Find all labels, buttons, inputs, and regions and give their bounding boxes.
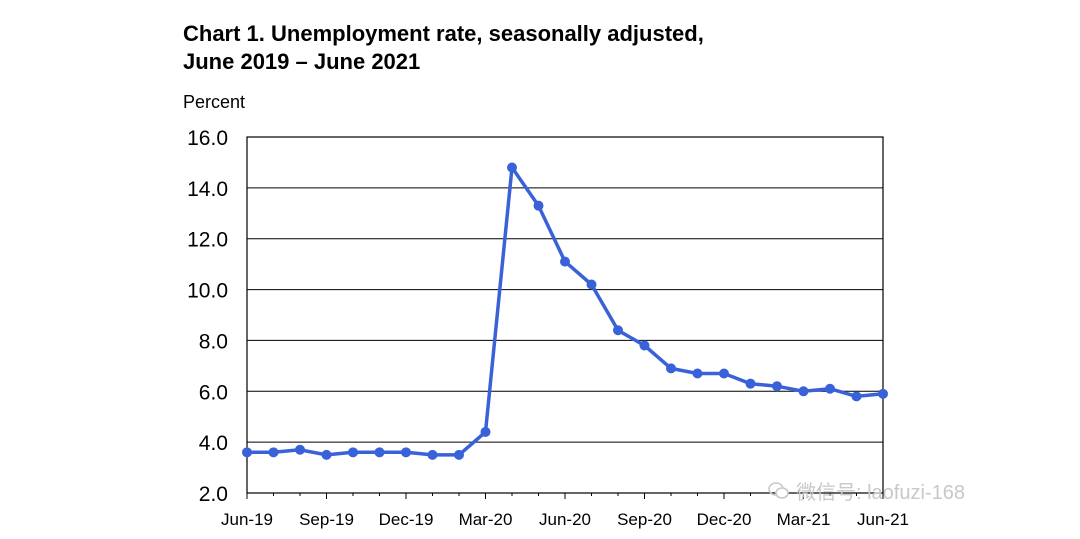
data-point bbox=[613, 325, 623, 336]
y-tick-label: 14.0 bbox=[187, 178, 228, 201]
data-point bbox=[745, 378, 756, 389]
x-tick-label: Jun-19 bbox=[221, 510, 273, 529]
x-tick-label: Sep-19 bbox=[299, 510, 354, 529]
x-tick-label: Dec-19 bbox=[379, 510, 434, 529]
data-point bbox=[348, 447, 358, 458]
data-point bbox=[878, 388, 888, 399]
y-tick-label: 8.0 bbox=[199, 330, 228, 353]
data-point bbox=[825, 383, 835, 394]
chart-title-line-1: Chart 1. Unemployment rate, seasonally a… bbox=[183, 21, 704, 46]
data-point bbox=[798, 386, 809, 397]
y-tick-label: 12.0 bbox=[187, 229, 228, 252]
data-point bbox=[454, 449, 464, 460]
x-tick-label: Sep-20 bbox=[617, 510, 672, 529]
watermark-text: 微信号: laofuzi-168 bbox=[796, 482, 965, 504]
data-point bbox=[480, 426, 491, 437]
data-point bbox=[772, 381, 782, 392]
data-point bbox=[586, 279, 597, 290]
data-point bbox=[242, 447, 252, 458]
y-tick-label: 10.0 bbox=[187, 280, 228, 303]
data-point bbox=[533, 200, 544, 211]
y-tick-label: 6.0 bbox=[199, 381, 228, 404]
data-point bbox=[692, 368, 703, 379]
data-point bbox=[427, 449, 438, 460]
x-tick-label: Mar-21 bbox=[777, 510, 831, 529]
plot-border bbox=[246, 136, 884, 494]
chart-title-line-2: June 2019 – June 2021 bbox=[183, 49, 421, 74]
data-point bbox=[401, 447, 411, 458]
watermark: 微信号: laofuzi-168 bbox=[768, 476, 965, 505]
data-point bbox=[321, 449, 332, 460]
x-tick-label: Jun-21 bbox=[857, 510, 909, 529]
y-tick-label: 16.0 bbox=[187, 127, 228, 150]
y-axis-label: Percent bbox=[183, 92, 246, 112]
y-tick-label: 4.0 bbox=[199, 432, 228, 455]
x-tick-label: Dec-20 bbox=[697, 510, 752, 529]
data-point bbox=[851, 391, 862, 402]
data-point bbox=[374, 447, 385, 458]
data-point bbox=[639, 340, 650, 351]
wechat-icon bbox=[768, 481, 789, 499]
data-point bbox=[507, 162, 517, 173]
data-point bbox=[295, 444, 305, 455]
data-point bbox=[719, 368, 729, 379]
data-point bbox=[560, 256, 570, 267]
x-tick-label: Jun-20 bbox=[539, 510, 591, 529]
data-point bbox=[666, 363, 676, 374]
x-tick-label: Mar-20 bbox=[459, 510, 513, 529]
data-point bbox=[268, 447, 279, 458]
chart-title: Chart 1. Unemployment rate, seasonally a… bbox=[183, 20, 704, 76]
y-tick-label: 2.0 bbox=[199, 483, 228, 506]
series-line bbox=[247, 165, 884, 457]
